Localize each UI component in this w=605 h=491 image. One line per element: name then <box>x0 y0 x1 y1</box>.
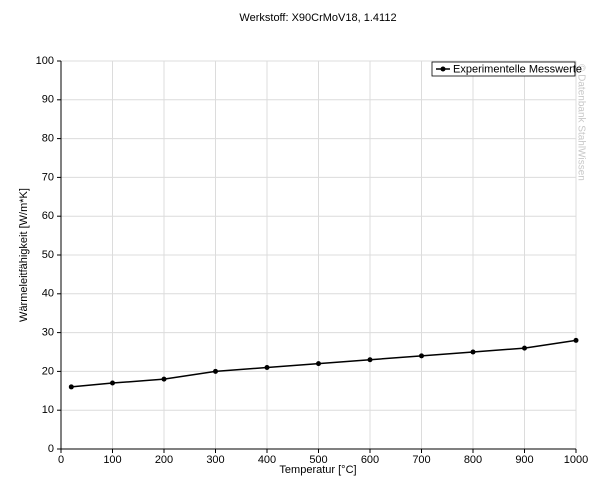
x-tick-label: 700 <box>412 454 430 466</box>
x-tick-label: 600 <box>361 454 379 466</box>
x-tick-label: 1000 <box>564 454 588 466</box>
data-point <box>573 337 579 343</box>
x-tick-label: 900 <box>515 454 533 466</box>
y-tick-label: 60 <box>42 210 54 222</box>
data-point <box>110 380 115 386</box>
y-tick-label: 30 <box>42 327 54 339</box>
y-tick-label: 80 <box>42 133 54 145</box>
data-point <box>367 357 373 363</box>
y-tick-label: 70 <box>42 171 54 183</box>
watermark: © Datenbank StahlWissen <box>575 64 586 181</box>
x-tick-label: 100 <box>103 454 121 466</box>
y-tick-label: 100 <box>36 55 54 67</box>
data-point <box>316 361 321 367</box>
legend-box <box>431 61 576 77</box>
data-point <box>161 376 167 382</box>
x-tick-label: 300 <box>206 454 224 466</box>
x-tick-label: 0 <box>58 454 64 466</box>
x-tick-label: 500 <box>309 454 327 466</box>
data-point <box>213 368 218 374</box>
y-tick-label: 90 <box>42 94 54 106</box>
data-point <box>470 349 476 355</box>
x-tick-label: 200 <box>155 454 173 466</box>
data-point <box>522 345 527 351</box>
y-tick-label: 40 <box>42 288 54 300</box>
x-tick-label: 800 <box>464 454 482 466</box>
data-point <box>419 353 424 359</box>
y-axis-label: Wärmeleitfähigkeit [W/m*K] <box>18 188 30 322</box>
x-axis-label: Temperatur [°C] <box>279 464 356 476</box>
legend-marker <box>440 66 446 72</box>
y-tick-label: 10 <box>42 404 54 416</box>
data-point <box>264 365 270 371</box>
y-tick-label: 50 <box>42 249 54 261</box>
y-tick-label: 20 <box>42 365 54 377</box>
chart-title: Werkstoff: X90CrMoV18, 1.4112 <box>239 12 396 24</box>
y-tick-label: 0 <box>48 443 54 455</box>
x-tick-label: 400 <box>258 454 276 466</box>
data-point <box>68 384 74 390</box>
data-line <box>71 339 577 388</box>
legend-label: Experimentelle Messwerte <box>453 63 582 75</box>
